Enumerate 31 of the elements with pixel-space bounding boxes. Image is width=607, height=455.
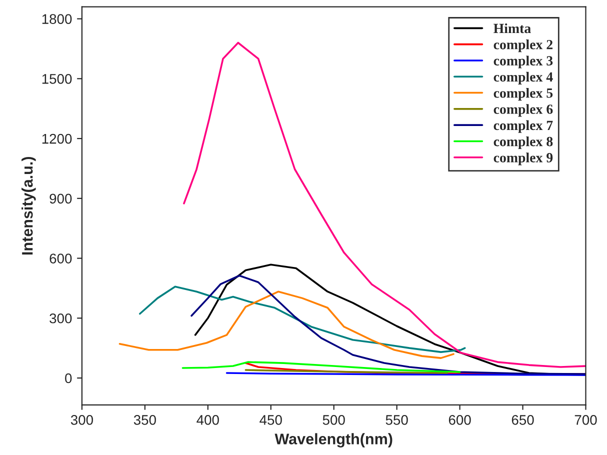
- y-tick-label: 1500: [42, 74, 72, 84]
- legend-label: Himta: [494, 23, 531, 34]
- line-series: [182, 361, 461, 373]
- x-tick-label: 600: [448, 415, 471, 425]
- legend-label: complex 3: [494, 56, 553, 68]
- legend-label: complex 2: [494, 40, 553, 52]
- y-tick-label: 0: [65, 373, 72, 384]
- y-tick-label: 600: [50, 254, 72, 264]
- legend-label: complex 7: [494, 120, 553, 133]
- legend-label: complex 4: [494, 72, 553, 84]
- line-series: [118, 290, 454, 359]
- line-series: [138, 286, 466, 353]
- x-tick-label: 400: [196, 415, 219, 425]
- y-tick-label: 300: [50, 313, 72, 324]
- x-tick-label: 450: [260, 415, 282, 425]
- x-tick-label: 300: [70, 415, 93, 425]
- x-tick-label: 550: [386, 415, 408, 425]
- y-tick-label: 1800: [42, 14, 72, 24]
- x-tick-label: 650: [512, 415, 534, 425]
- y-tick-label: 1200: [42, 134, 72, 144]
- x-axis-title: Wavelength(nm): [274, 433, 392, 448]
- x-tick-label: 350: [134, 415, 156, 425]
- y-tick-label: 900: [50, 194, 72, 204]
- line-series: [183, 42, 586, 368]
- y-axis-title: Intensity(a.u.): [22, 156, 36, 255]
- x-tick-label: 700: [574, 415, 597, 425]
- legend-label: complex 8: [494, 136, 553, 150]
- legend-label: complex 9: [494, 152, 553, 166]
- legend-label: complex 6: [494, 104, 553, 117]
- legend-label: complex 5: [494, 88, 553, 101]
- x-tick-label: 500: [322, 415, 345, 425]
